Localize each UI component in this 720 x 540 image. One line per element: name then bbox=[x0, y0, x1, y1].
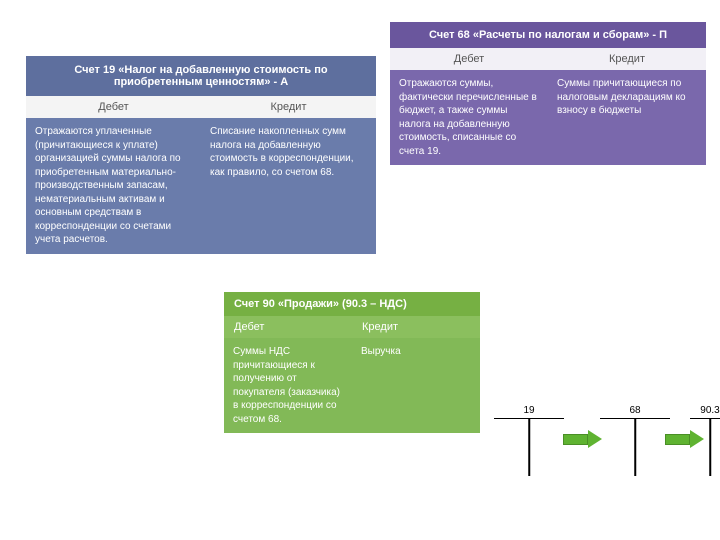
card-b-head-debit: Дебет bbox=[390, 48, 548, 70]
card-b-credit-text: Суммы причитающиеся по налоговым деклара… bbox=[548, 70, 706, 165]
card-a-body: Отражаются уплаченные (причитающиеся к у… bbox=[26, 118, 376, 254]
t-shape-icon bbox=[600, 418, 670, 476]
t-account-19-label: 19 bbox=[494, 405, 564, 416]
card-c-head-debit: Дебет bbox=[224, 316, 352, 338]
card-c-head-credit: Кредит bbox=[352, 316, 480, 338]
arrow-icon bbox=[563, 430, 603, 448]
t-account-68-label: 68 bbox=[600, 405, 670, 416]
card-c-debit-text: Суммы НДС причитающиеся к получению от п… bbox=[224, 338, 352, 433]
card-a-debit-text: Отражаются уплаченные (причитающиеся к у… bbox=[26, 118, 201, 254]
t-shape-icon bbox=[494, 418, 564, 476]
card-b-debit-text: Отражаются суммы, фактически перечисленн… bbox=[390, 70, 548, 165]
card-c-body: Суммы НДС причитающиеся к получению от п… bbox=[224, 338, 480, 433]
card-a-head-debit: Дебет bbox=[26, 96, 201, 118]
card-a-head-credit: Кредит bbox=[201, 96, 376, 118]
card-b-head-credit: Кредит bbox=[548, 48, 706, 70]
card-b-body: Отражаются суммы, фактически перечисленн… bbox=[390, 70, 706, 165]
t-account-19: 19 bbox=[494, 405, 564, 476]
card-account-19: Счет 19 «Налог на добавленную стоимость … bbox=[26, 56, 376, 254]
arrow-icon bbox=[665, 430, 705, 448]
t-account-68: 68 bbox=[600, 405, 670, 476]
card-c-title: Счет 90 «Продажи» (90.3 – НДС) bbox=[224, 292, 480, 316]
t-account-903-label: 90.3 bbox=[690, 405, 720, 416]
card-b-title: Счет 68 «Расчеты по налогам и сборам» - … bbox=[390, 22, 706, 48]
card-a-title: Счет 19 «Налог на добавленную стоимость … bbox=[26, 56, 376, 96]
card-c-head: Дебет Кредит bbox=[224, 316, 480, 338]
card-a-head: Дебет Кредит bbox=[26, 96, 376, 118]
card-c-credit-text: Выручка bbox=[352, 338, 480, 433]
card-a-credit-text: Списание накопленных сумм налога на доба… bbox=[201, 118, 376, 254]
card-b-head: Дебет Кредит bbox=[390, 48, 706, 70]
card-account-68: Счет 68 «Расчеты по налогам и сборам» - … bbox=[390, 22, 706, 165]
card-account-90: Счет 90 «Продажи» (90.3 – НДС) Дебет Кре… bbox=[224, 292, 480, 433]
